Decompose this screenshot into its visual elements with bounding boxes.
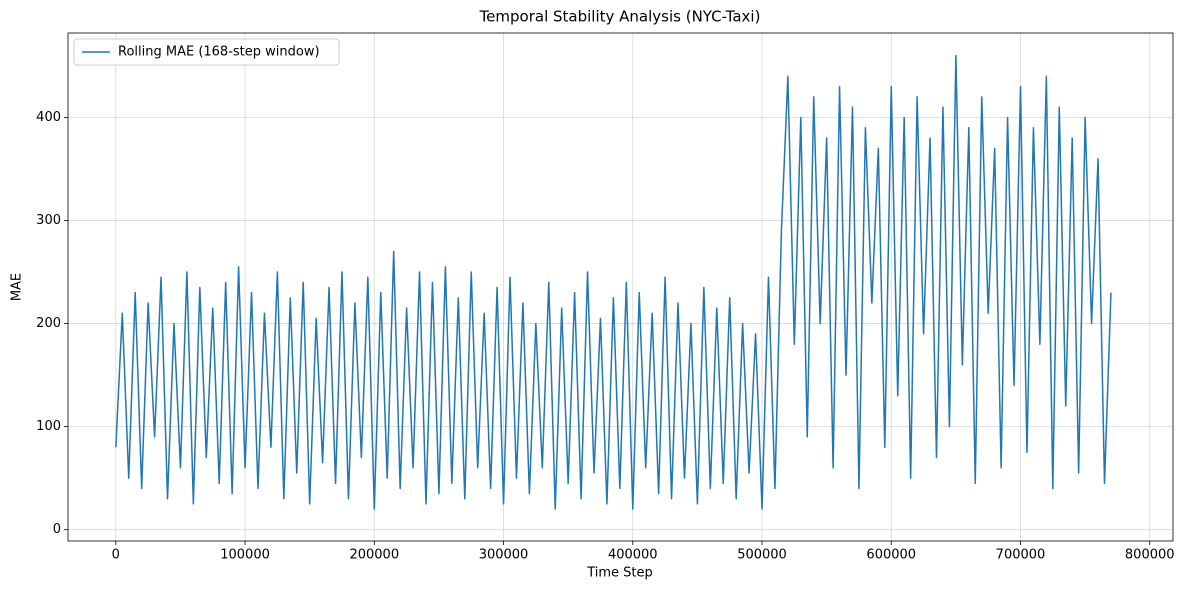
x-tick-label: 0 bbox=[112, 548, 120, 563]
x-tick-label: 200000 bbox=[349, 548, 399, 563]
plot-frame bbox=[67, 32, 1174, 542]
data-line bbox=[115, 54, 1112, 510]
x-axis-label: Time Step bbox=[586, 566, 653, 581]
legend-box bbox=[73, 38, 340, 66]
y-tick-label: 400 bbox=[36, 110, 61, 125]
y-tick-label: 100 bbox=[36, 419, 61, 434]
x-tick-label: 100000 bbox=[220, 548, 270, 563]
y-tick-label: 200 bbox=[36, 316, 61, 331]
y-tick-label: 0 bbox=[53, 522, 61, 537]
x-tick-label: 700000 bbox=[996, 548, 1046, 563]
x-tick-label: 400000 bbox=[608, 548, 658, 563]
x-tick-label: 600000 bbox=[866, 548, 916, 563]
x-tick-label: 800000 bbox=[1125, 548, 1175, 563]
chart-title: Temporal Stability Analysis (NYC-Taxi) bbox=[479, 8, 761, 26]
x-tick-label: 300000 bbox=[479, 548, 529, 563]
y-axis-label: MAE bbox=[10, 273, 25, 301]
x-tick-label: 500000 bbox=[737, 548, 787, 563]
legend-label: Rolling MAE (168-step window) bbox=[118, 45, 320, 60]
y-tick-label: 300 bbox=[36, 213, 61, 228]
